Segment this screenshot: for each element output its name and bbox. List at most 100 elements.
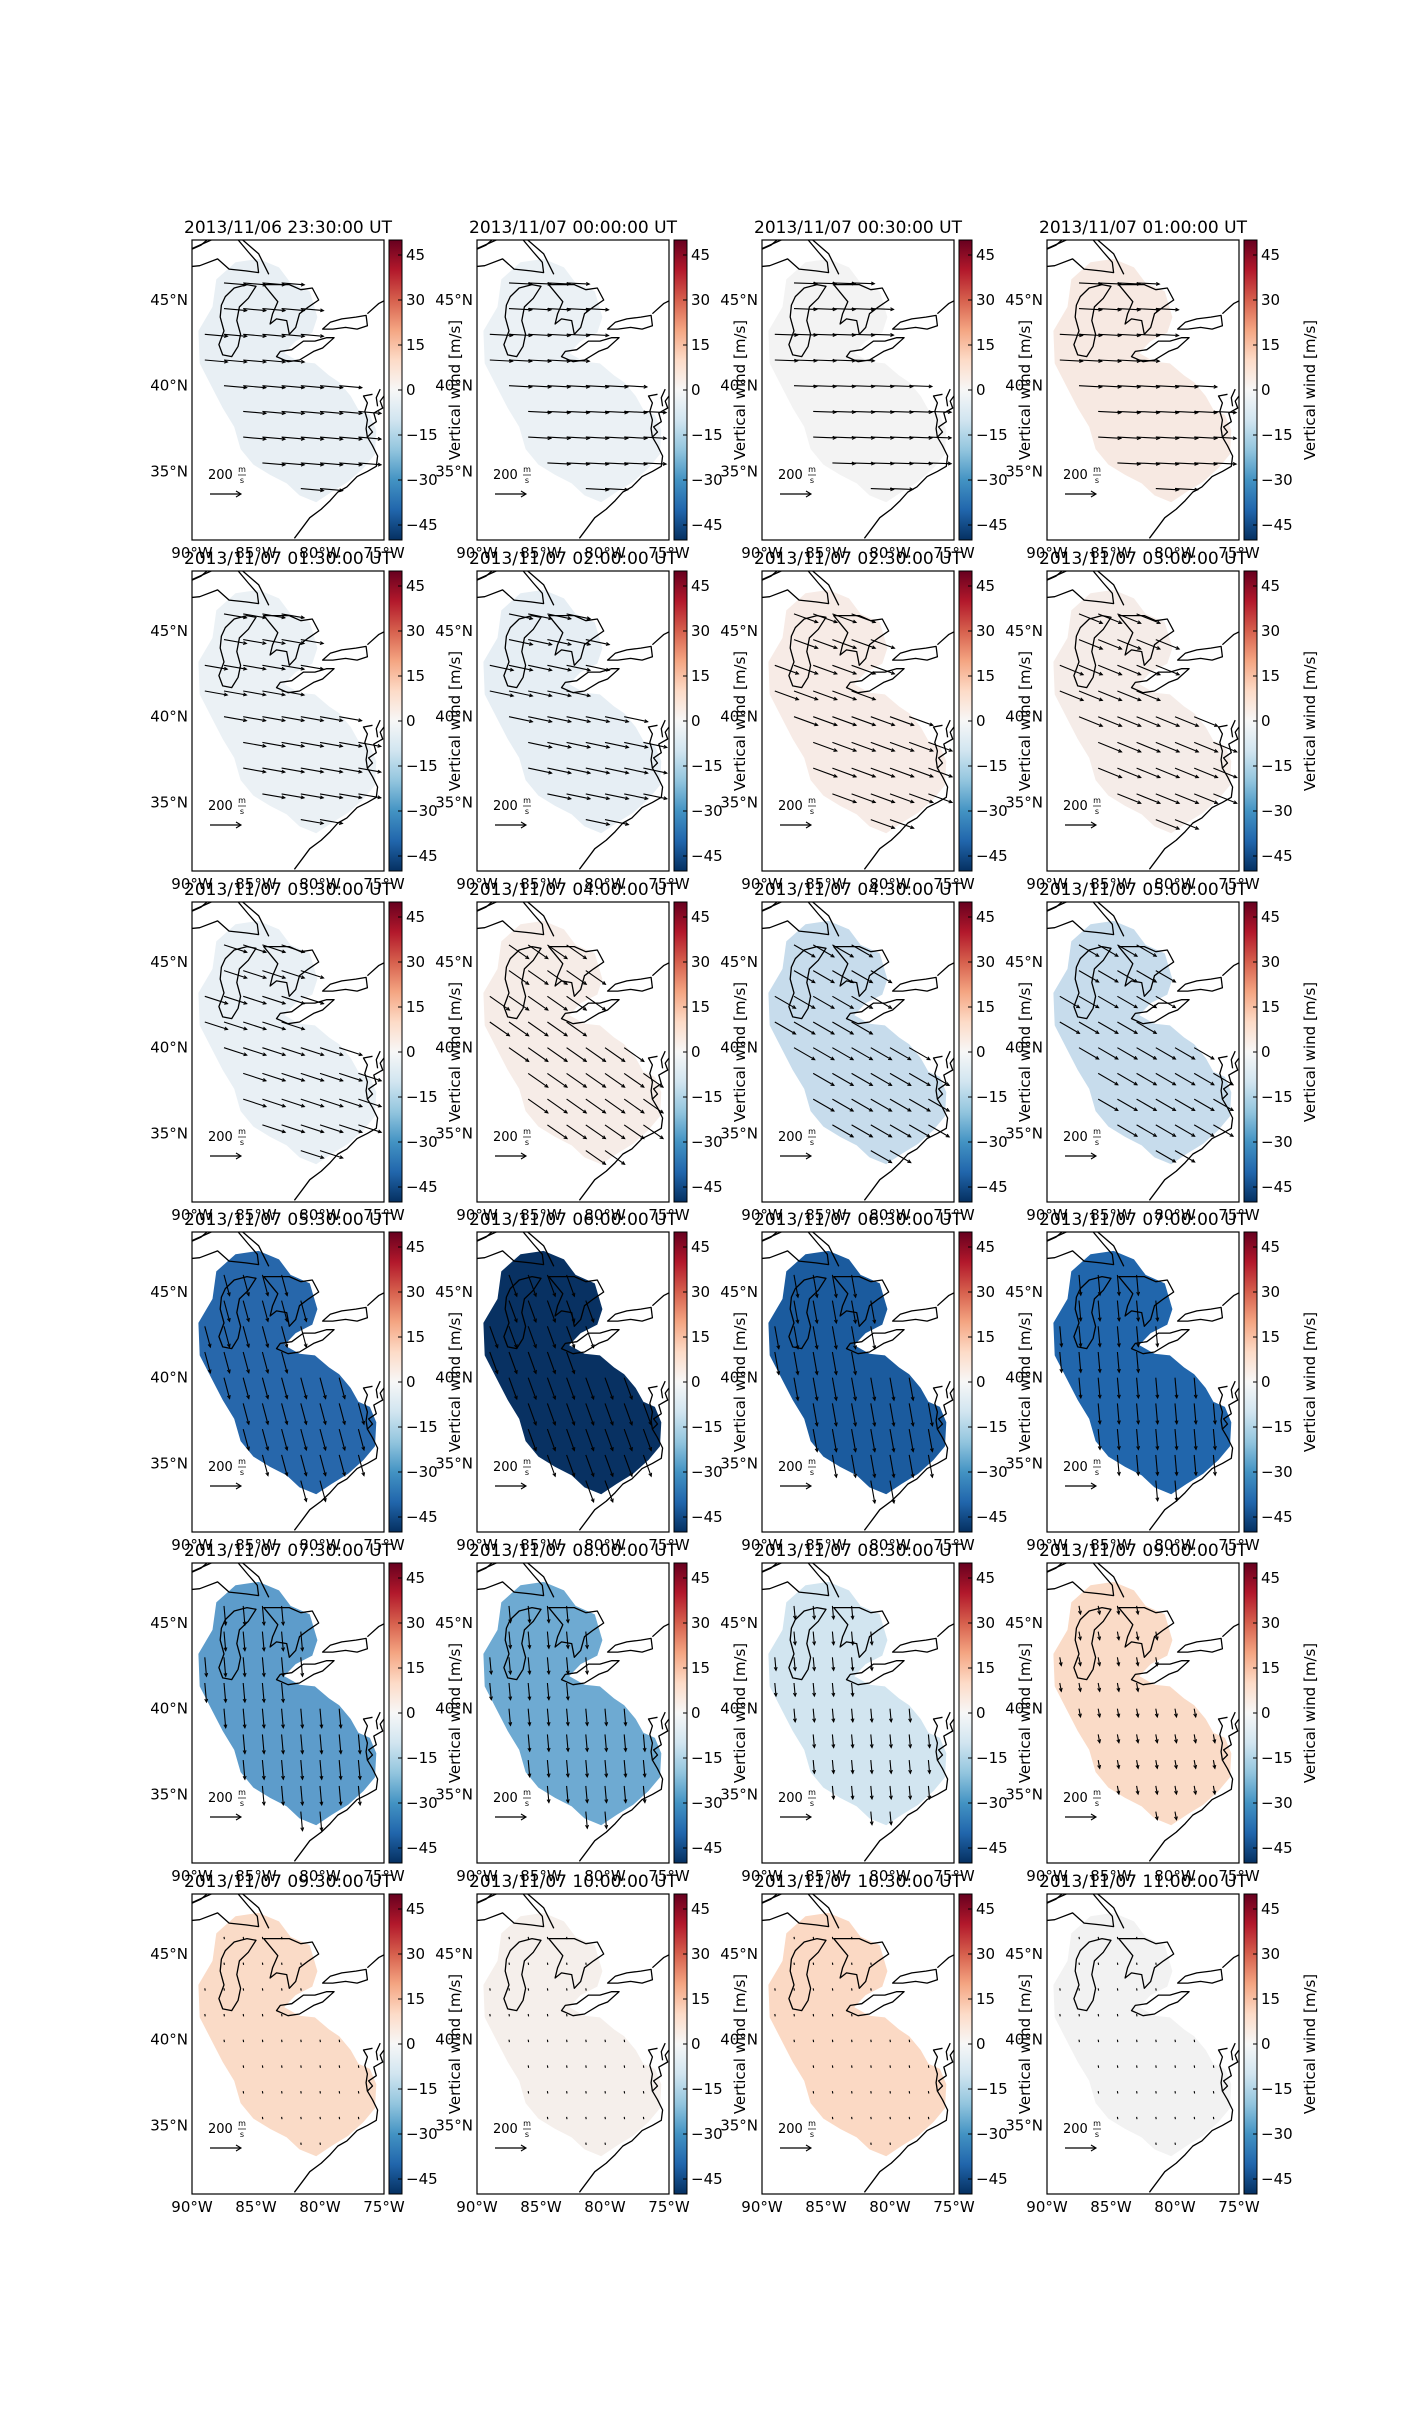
wind-vector bbox=[1078, 1326, 1082, 1347]
colorbar-tick-label: 15 bbox=[976, 667, 995, 685]
wind-vector bbox=[281, 1021, 305, 1030]
wind-vector-head bbox=[246, 1420, 250, 1426]
border-outline bbox=[762, 571, 840, 606]
wind-vector-head bbox=[888, 1718, 893, 1724]
wind-vector bbox=[928, 462, 952, 465]
wind-vector bbox=[547, 613, 572, 620]
wind-vector bbox=[1136, 1657, 1139, 1666]
wind-vector bbox=[1155, 333, 1179, 337]
wind-vector-head bbox=[1116, 1790, 1121, 1796]
wind-vector-head bbox=[833, 1293, 838, 1299]
wind-vector-head bbox=[1116, 1291, 1121, 1297]
wind-vector bbox=[851, 1708, 854, 1722]
wind-vector bbox=[928, 741, 953, 752]
lake-outline bbox=[560, 668, 620, 694]
wind-vector-head bbox=[609, 1447, 614, 1452]
wind-vector-head bbox=[358, 795, 363, 800]
wind-vector bbox=[527, 1047, 549, 1062]
wind-vector bbox=[604, 1428, 614, 1451]
wind-vector-head bbox=[571, 1292, 576, 1298]
wind-vector bbox=[793, 1682, 796, 1697]
lake-outline bbox=[1130, 1660, 1190, 1686]
wind-vector-head bbox=[571, 1369, 576, 1375]
wind-vector-head bbox=[265, 1446, 270, 1452]
wind-vector bbox=[204, 995, 228, 1005]
colorbar-label: Vertical wind [m/s] bbox=[446, 651, 464, 791]
wind-vector bbox=[508, 1708, 512, 1726]
wind-vector bbox=[812, 1605, 815, 1620]
wind-vector-head bbox=[242, 718, 248, 723]
wind-vector bbox=[851, 639, 876, 649]
colorbar-label: Vertical wind [m/s] bbox=[731, 982, 749, 1122]
wind-vector-head bbox=[300, 615, 306, 620]
wind-vector-head bbox=[929, 1473, 934, 1479]
lat-tick-label: 45°N bbox=[435, 1945, 473, 1963]
scale-label: 200 bbox=[493, 2122, 518, 2137]
wind-vector bbox=[243, 741, 266, 747]
wind-vector bbox=[1116, 1734, 1120, 1743]
wind-vector bbox=[547, 462, 571, 465]
wind-vector bbox=[339, 1047, 363, 1056]
wind-vector-head bbox=[548, 770, 553, 775]
lake-outline bbox=[606, 1637, 654, 1653]
wind-vector bbox=[643, 793, 668, 800]
wind-vector-head bbox=[776, 1370, 781, 1376]
wind-vector-head bbox=[1229, 1133, 1235, 1137]
lake-outline bbox=[891, 1637, 939, 1653]
wind-vector bbox=[547, 664, 572, 671]
wind-vector-head bbox=[508, 1722, 513, 1727]
wind-vector bbox=[243, 385, 266, 389]
wind-vector-head bbox=[226, 1369, 231, 1375]
wind-vector-head bbox=[833, 773, 839, 778]
wind-vector-head bbox=[320, 1000, 325, 1005]
wind-vector-head bbox=[773, 1667, 778, 1672]
wind-vector bbox=[261, 1605, 265, 1626]
wind-vector-head bbox=[1214, 774, 1219, 779]
wind-vector-head bbox=[281, 769, 287, 774]
wind-vector-head bbox=[284, 1395, 289, 1400]
wind-vector bbox=[357, 1428, 365, 1451]
lon-tick-label: 80°W bbox=[584, 1867, 626, 1885]
wind-vector bbox=[243, 436, 266, 440]
wind-vector bbox=[793, 1300, 799, 1324]
wind-vector bbox=[774, 359, 798, 362]
wind-vector bbox=[812, 1429, 818, 1452]
colorbar-tick-label: −30 bbox=[976, 1133, 1008, 1151]
wind-vector bbox=[1078, 944, 1099, 957]
wind-vector bbox=[243, 1021, 267, 1030]
wind-vector-head bbox=[1133, 1081, 1139, 1086]
wind-vector-head bbox=[246, 1446, 250, 1452]
scale-unit-numerator: m bbox=[523, 1457, 531, 1466]
lat-tick-label: 35°N bbox=[150, 1785, 188, 1803]
wind-vector bbox=[1078, 970, 1099, 983]
coastline bbox=[1148, 395, 1239, 539]
wind-vector-head bbox=[338, 1775, 343, 1781]
wind-vector bbox=[300, 1631, 304, 1651]
wind-vector bbox=[546, 1657, 550, 1675]
wind-vector-head bbox=[1098, 723, 1104, 727]
wind-vector-head bbox=[1097, 1636, 1102, 1641]
wind-vector-head bbox=[377, 795, 383, 800]
wind-vector bbox=[832, 944, 854, 958]
wind-vector bbox=[623, 1760, 627, 1777]
colorbar-tick-label: −45 bbox=[976, 2170, 1008, 2188]
wind-vector bbox=[624, 767, 648, 774]
wind-vector-head bbox=[794, 696, 800, 701]
wind-vector-head bbox=[358, 411, 364, 416]
colorbar-tick-label: 30 bbox=[976, 1614, 995, 1632]
wind-vector-head bbox=[300, 1775, 305, 1781]
wind-vector bbox=[300, 1098, 324, 1108]
wind-vector-head bbox=[929, 748, 934, 752]
border-outline bbox=[1047, 902, 1125, 937]
wind-vector bbox=[928, 1098, 950, 1112]
scale-arrow: 200 ms bbox=[1063, 1127, 1101, 1160]
lake-outline bbox=[503, 614, 542, 689]
wind-vector-head bbox=[552, 1369, 557, 1375]
wind-vector-head bbox=[852, 748, 858, 752]
wind-vector bbox=[813, 359, 837, 362]
wind-vector-head bbox=[853, 1293, 857, 1299]
wind-vector-head bbox=[1172, 1107, 1177, 1112]
